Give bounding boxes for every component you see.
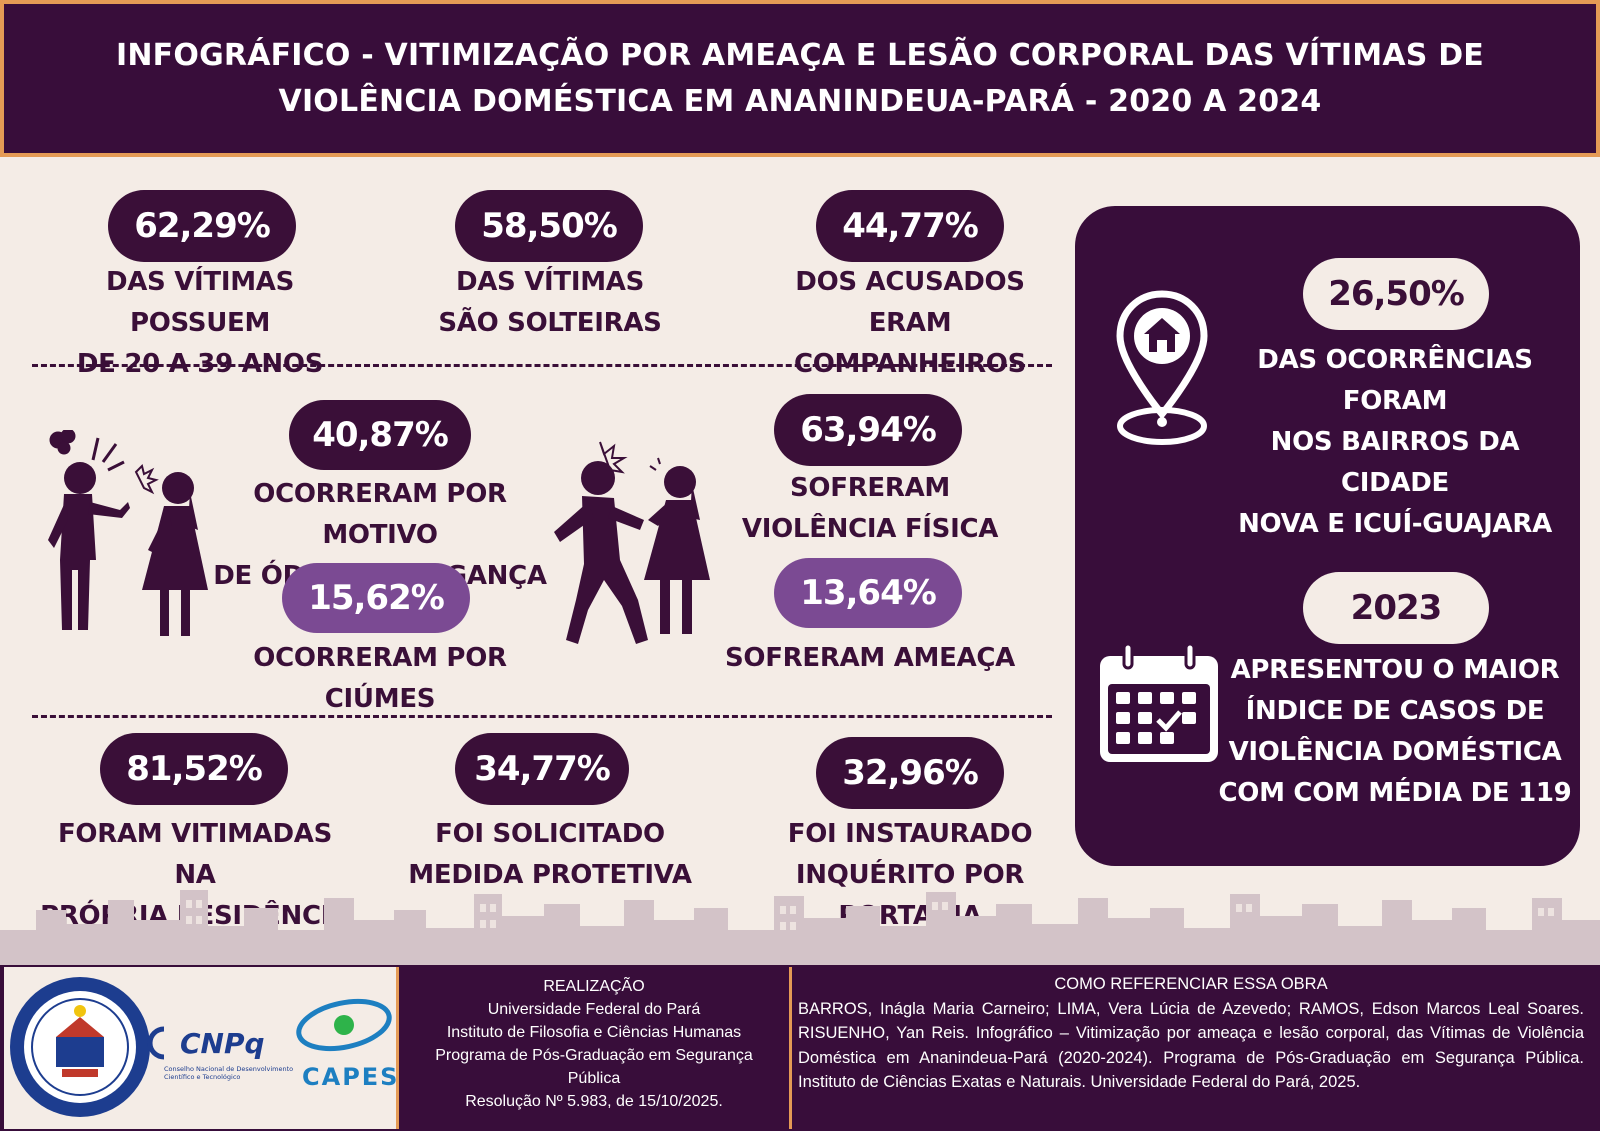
stat-pill-protective: 34,77% bbox=[455, 733, 629, 805]
footer-divider-right bbox=[789, 967, 792, 1129]
assault-couple-icon bbox=[554, 441, 710, 644]
stat-pill-physical: 63,94% bbox=[774, 394, 962, 466]
city-skyline-decoration bbox=[0, 890, 1600, 966]
stat-pill-location: 26,50% bbox=[1303, 258, 1489, 330]
institution-logos: CNPq Conselho Nacional de Desenvolviment… bbox=[10, 977, 397, 1117]
stat-label-threat: SOFRERAM AMEAÇA bbox=[724, 643, 1016, 673]
calendar-check-icon bbox=[1100, 642, 1218, 762]
stat-pill-partners: 44,77% bbox=[816, 190, 1004, 262]
divider-top bbox=[32, 364, 1052, 367]
stat-pill-year: 2023 bbox=[1303, 572, 1489, 644]
stat-pill-single: 58,50% bbox=[455, 190, 643, 262]
stat-label-year: APRESENTOU O MAIOR ÍNDICE DE CASOS DE VI… bbox=[1218, 655, 1572, 808]
page-title: INFOGRÁFICO - VITIMIZAÇÃO POR AMEAÇA E L… bbox=[116, 37, 1484, 119]
stat-pill-threat: 13,64% bbox=[774, 558, 962, 628]
argument-couple-icon bbox=[48, 430, 208, 636]
capes-logo: CAPES bbox=[296, 998, 397, 1091]
svg-text:CNPq: CNPq bbox=[180, 1027, 265, 1060]
stat-label-inquiry: FOI INSTAURADO INQUÉRITO POR PORTARIA bbox=[787, 819, 1033, 931]
stat-pill-jealousy: 15,62% bbox=[282, 563, 470, 633]
reference-section: COMO REFERENCIAR ESSA OBRA BARROS, Inágl… bbox=[792, 968, 1596, 1128]
stat-pill-residence: 81,52% bbox=[100, 733, 288, 805]
reference-text: BARROS, Inágla Maria Carneiro; LIMA, Ver… bbox=[798, 999, 1584, 1092]
reference-title: COMO REFERENCIAR ESSA OBRA bbox=[1054, 975, 1328, 993]
stat-label-physical: SOFRERAM VIOLÊNCIA FÍSICA bbox=[741, 473, 999, 544]
ufpa-seal-logo bbox=[10, 977, 150, 1117]
divider-bottom bbox=[32, 715, 1052, 718]
title-banner: INFOGRÁFICO - VITIMIZAÇÃO POR AMEAÇA E L… bbox=[0, 0, 1600, 157]
svg-text:Científico e Tecnológico: Científico e Tecnológico bbox=[164, 1073, 240, 1081]
stat-label-single: DAS VÍTIMAS SÃO SOLTEIRAS bbox=[438, 267, 662, 338]
cnpq-logo: CNPq Conselho Nacional de Desenvolviment… bbox=[147, 1026, 293, 1081]
svg-text:Conselho Nacional de Desenvolv: Conselho Nacional de Desenvolvimento bbox=[164, 1065, 293, 1073]
svg-text:CAPES: CAPES bbox=[302, 1063, 396, 1091]
logos-area: CNPq Conselho Nacional de Desenvolviment… bbox=[4, 967, 397, 1129]
stat-pill-age: 62,29% bbox=[108, 190, 296, 262]
stat-pill-hate: 40,87% bbox=[289, 400, 471, 470]
stat-label-jealousy: OCORRERAM POR CIÚMES bbox=[253, 643, 507, 714]
realizacao-section: REALIZAÇÃO Universidade Federal do Pará … bbox=[435, 978, 753, 1110]
stat-label-location: DAS OCORRÊNCIAS FORAM NOS BAIRROS DA CID… bbox=[1238, 345, 1552, 539]
stat-label-protective: FOI SOLICITADO MEDIDA PROTETIVA bbox=[408, 819, 692, 890]
footer-divider-left bbox=[396, 967, 399, 1129]
stat-pill-inquiry: 32,96% bbox=[816, 737, 1004, 809]
home-location-pin-icon bbox=[1116, 290, 1208, 445]
